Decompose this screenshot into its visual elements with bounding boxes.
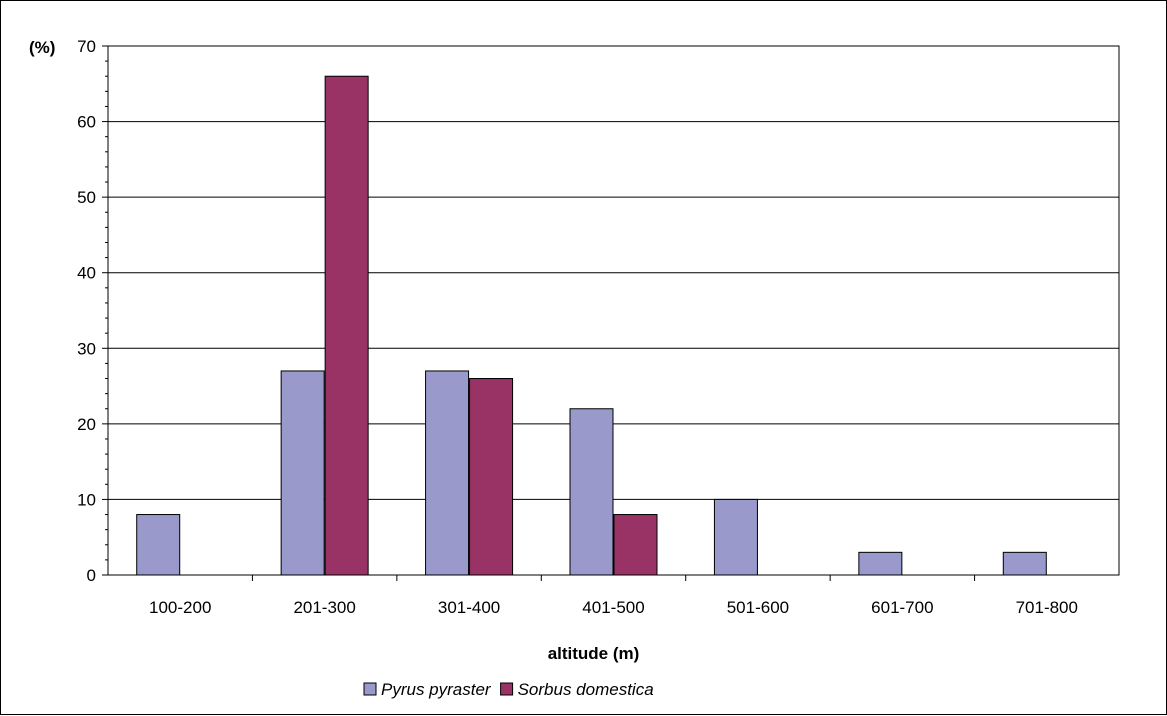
y-tick-label: 40 xyxy=(77,264,96,283)
x-tick-labels: 100-200 201-300 301-400 401-500 501-600 601-7… xyxy=(149,598,1078,617)
bar-pyrus-4 xyxy=(569,408,614,576)
bars xyxy=(136,75,1047,576)
bar-pyrus-7 xyxy=(1002,551,1047,576)
bar-pyrus-3 xyxy=(425,370,470,576)
bar-sorbus-2 xyxy=(324,75,369,576)
x-tick-label: 301-400 xyxy=(438,598,500,617)
bar-sorbus-3 xyxy=(469,378,514,576)
y-tick-labels: 0 10 20 30 40 50 60 70 xyxy=(77,37,96,585)
axes xyxy=(102,45,1120,581)
legend-swatch-pyrus xyxy=(363,682,377,696)
x-tick-label: 401-500 xyxy=(582,598,644,617)
y-tick-label: 50 xyxy=(77,188,96,207)
x-tick-label: 100-200 xyxy=(149,598,211,617)
x-tick-label: 201-300 xyxy=(293,598,355,617)
bar-pyrus-5 xyxy=(713,498,758,576)
y-tick-label: 30 xyxy=(77,339,96,358)
y-tick-label: 60 xyxy=(77,113,96,132)
bar-pyrus-6 xyxy=(858,551,903,576)
legend-label-pyrus: Pyrus pyraster xyxy=(381,680,492,699)
x-tick-label: 701-800 xyxy=(1016,598,1078,617)
y-axis-label: (%) xyxy=(29,38,55,57)
x-axis-label: altitude (m) xyxy=(548,644,640,663)
legend: Pyrus pyraster Sorbus domestica xyxy=(363,680,654,699)
y-tick-label: 0 xyxy=(87,566,96,585)
y-tick-label: 20 xyxy=(77,415,96,434)
legend-label-sorbus: Sorbus domestica xyxy=(518,680,654,699)
legend-swatch-sorbus xyxy=(500,682,514,696)
y-tick-label: 70 xyxy=(77,37,96,56)
plot-frame xyxy=(107,45,1120,576)
bar-pyrus-1 xyxy=(136,514,181,576)
x-tick-label: 501-600 xyxy=(727,598,789,617)
bar-pyrus-2 xyxy=(280,370,325,576)
y-tick-label: 10 xyxy=(77,490,96,509)
bar-sorbus-4 xyxy=(613,514,658,576)
x-tick-label: 601-700 xyxy=(871,598,933,617)
